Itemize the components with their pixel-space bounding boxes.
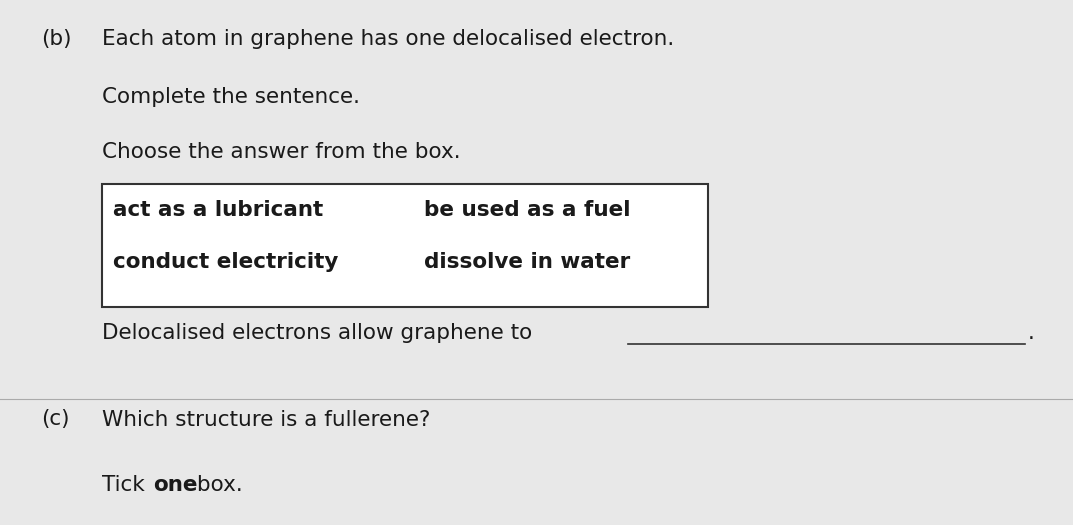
Text: box.: box.	[190, 475, 242, 495]
Text: Tick: Tick	[102, 475, 151, 495]
Text: be used as a fuel: be used as a fuel	[424, 200, 630, 219]
Text: (c): (c)	[41, 410, 70, 429]
FancyBboxPatch shape	[102, 184, 708, 307]
Text: act as a lubricant: act as a lubricant	[113, 200, 323, 219]
Text: .: .	[1028, 323, 1034, 343]
Text: one: one	[153, 475, 197, 495]
Text: dissolve in water: dissolve in water	[424, 251, 630, 271]
Text: Choose the answer from the box.: Choose the answer from the box.	[102, 142, 460, 162]
Text: Delocalised electrons allow graphene to: Delocalised electrons allow graphene to	[102, 323, 532, 343]
Text: Which structure is a fullerene?: Which structure is a fullerene?	[102, 410, 430, 429]
Text: Complete the sentence.: Complete the sentence.	[102, 87, 359, 107]
Text: Each atom in graphene has one delocalised electron.: Each atom in graphene has one delocalise…	[102, 29, 674, 49]
Text: (b): (b)	[41, 29, 71, 49]
Text: conduct electricity: conduct electricity	[113, 251, 338, 271]
